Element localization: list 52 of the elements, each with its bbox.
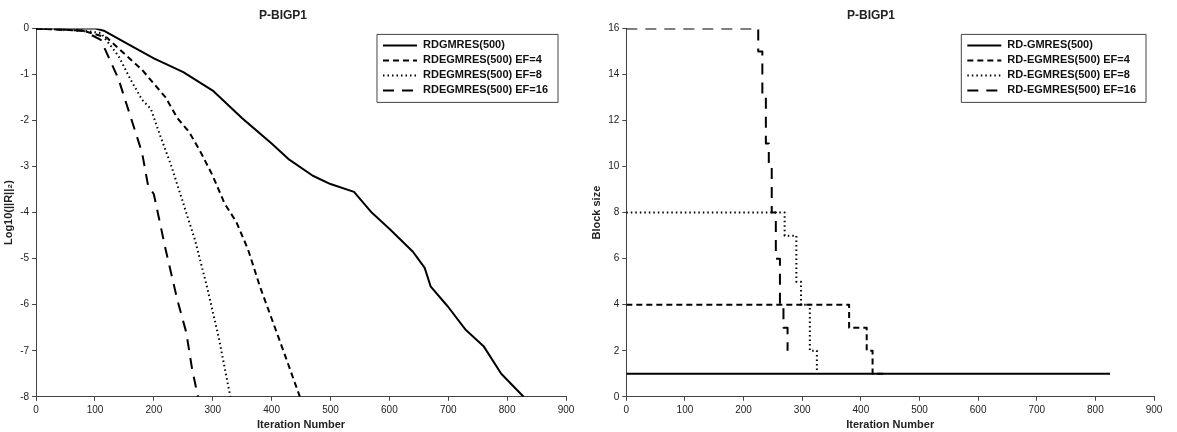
x-tick-label: 800	[498, 403, 516, 415]
y-tick-label: -5	[20, 252, 30, 264]
chart-title: P-BIGP1	[258, 7, 308, 22]
x-tick-label: 400	[852, 403, 870, 415]
legend-label: RDEGMRES(500) EF=4	[422, 53, 543, 66]
x-tick-label: 700	[1028, 403, 1046, 415]
y-tick-label: 4	[613, 298, 620, 310]
x-tick-label: 600	[381, 403, 399, 415]
y-tick-label: -2	[20, 114, 30, 126]
x-tick-label: 200	[735, 403, 753, 415]
legend-label: RDEGMRES(500) EF=8	[422, 68, 542, 81]
legend-label: RD-EGMRES(500) EF=16	[1007, 83, 1137, 96]
y-tick-label: 14	[608, 68, 620, 80]
legend-label: RD-EGMRES(500) EF=8	[1007, 68, 1130, 81]
y-axis-title: Log10(||R||₂)	[1, 179, 14, 246]
x-tick-label: 200	[145, 403, 163, 415]
x-tick-label: 500	[322, 403, 340, 415]
y-tick-label: -3	[20, 160, 30, 172]
x-tick-label: 100	[676, 403, 694, 415]
legend-label: RD-EGMRES(500) EF=4	[1007, 53, 1131, 66]
y-tick-label: -4	[20, 206, 30, 218]
x-tick-label: 600	[969, 403, 987, 415]
x-tick-label: 300	[204, 403, 222, 415]
x-tick-label: 100	[86, 403, 104, 415]
y-tick-label: 16	[608, 22, 620, 34]
x-tick-label: 800	[1087, 403, 1105, 415]
y-tick-label: 10	[608, 160, 620, 172]
x-tick-label: 900	[1145, 403, 1163, 415]
y-tick-label: 0	[23, 22, 30, 34]
legend-label: RDEGMRES(500) EF=16	[422, 83, 548, 96]
x-tick-label: 500	[911, 403, 929, 415]
x-axis-title: Iteration Number	[846, 418, 935, 431]
legend-label: RD-GMRES(500)	[1007, 38, 1094, 51]
chart-title: P-BIGP1	[846, 7, 896, 22]
y-tick-label: 0	[613, 390, 620, 402]
legend-label: RDGMRES(500)	[422, 38, 506, 51]
x-tick-label: 0	[33, 403, 40, 415]
x-axis-title: Iteration Number	[257, 418, 346, 431]
x-tick-label: 700	[439, 403, 458, 415]
x-tick-label: 400	[263, 403, 281, 415]
y-tick-label: -7	[20, 344, 30, 356]
y-tick-label: 8	[613, 206, 620, 218]
y-tick-label: 2	[613, 344, 620, 356]
y-tick-label: 12	[608, 114, 620, 126]
y-tick-label: -8	[20, 390, 30, 402]
y-tick-label: -6	[20, 298, 30, 310]
x-tick-label: 0	[623, 403, 630, 415]
y-axis-title: Block size	[589, 185, 602, 240]
x-tick-label: 300	[793, 403, 811, 415]
y-tick-label: -1	[20, 68, 30, 80]
y-tick-label: 6	[613, 252, 620, 264]
x-tick-label: 900	[557, 403, 575, 415]
